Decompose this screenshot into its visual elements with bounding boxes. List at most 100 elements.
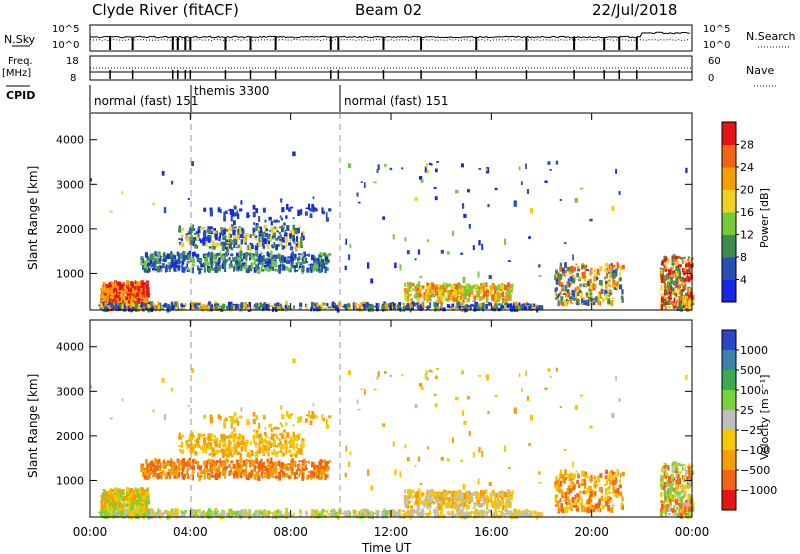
power-echo [121,288,125,290]
velocity-echo [267,465,270,468]
power-echo [477,296,480,300]
power-echo [466,305,470,307]
power-echo [230,247,234,251]
velocity-echo [345,513,349,518]
power-echo [325,217,329,222]
velocity-echo [161,514,164,517]
power-echo [478,240,481,246]
velocity-echo [301,463,305,466]
power-echo [424,288,427,293]
power-echo [286,225,290,231]
power-echo [604,276,606,280]
velocity-echo [207,444,211,449]
velocity-echo [165,471,168,477]
velocity-echo [384,510,388,517]
power-echo [263,238,267,244]
velocity-echo [230,433,233,437]
power-echo [673,297,676,304]
power-echo [525,163,527,169]
power-echo [660,273,663,276]
colorbar-tick-label: 28 [740,139,754,152]
velocity-echo [133,502,136,508]
power-echo [582,272,586,279]
power-echo [220,241,224,246]
velocity-echo [104,499,107,503]
velocity-echo [124,495,128,498]
power-echo [485,303,488,310]
power-echo [370,304,374,310]
y-tick-label: 2000 [56,223,84,236]
velocity-echo [286,467,289,470]
power-echo [301,256,305,259]
power-echo [186,236,189,243]
power-echo [103,295,107,302]
power-echo [441,296,444,304]
power-echo [153,305,155,308]
velocity-echo [433,500,436,505]
velocity-echo [208,453,211,456]
freq-tick-top: 18 [66,56,79,67]
velocity-echo [471,492,473,498]
velocity-echo [277,443,280,447]
velocity-echo [126,487,129,493]
power-echo [444,288,447,293]
power-echo [245,247,250,250]
power-echo [209,209,213,215]
power-echo [153,257,157,264]
power-echo [453,289,457,294]
power-echo [164,255,168,262]
power-echo [237,256,241,261]
velocity-echo [279,467,283,471]
power-echo [494,303,498,309]
velocity-echo [130,502,134,507]
velocity-echo [203,414,207,419]
power-echo [480,291,483,295]
power-echo [193,251,196,257]
colorbar-tick-label: 8 [740,251,747,264]
velocity-echo [321,466,323,469]
power-echo [223,262,226,270]
power-echo [612,284,614,288]
power-echo [312,302,315,306]
power-echo [235,262,239,267]
power-echo [279,262,284,266]
nave-label: Nave [746,64,774,77]
power-echo [660,269,663,275]
power-echo [572,254,574,261]
velocity-echo [435,506,439,509]
power-echo [173,301,178,307]
power-echo [210,260,214,265]
velocity-echo [217,414,221,420]
power-echo [422,295,426,298]
power-echo [321,301,324,308]
power-echo [676,264,680,268]
power-echo [504,302,507,305]
power-echo [357,201,361,204]
power-echo [403,292,407,296]
power-echo [301,232,303,238]
velocity-echo [228,415,231,418]
power-echo [161,307,164,310]
power-echo [555,160,559,165]
power-echo [416,285,420,292]
velocity-echo [197,464,200,468]
power-echo [176,265,179,268]
power-echo [253,267,257,273]
power-echo [418,281,421,288]
velocity-echo [438,494,442,497]
velocity-echo [196,467,200,470]
power-echo [156,253,160,256]
velocity-echo [144,489,147,493]
power-echo [240,264,243,271]
power-echo [687,300,691,305]
velocity-echo [270,457,273,464]
power-echo [404,237,407,242]
power-echo [313,306,316,312]
power-echo [433,301,437,307]
power-echo [597,294,601,301]
power-echo [467,189,470,193]
power-echo [165,264,168,270]
power-echo [182,255,186,262]
velocity-echo [225,466,228,470]
power-echo [549,168,552,171]
